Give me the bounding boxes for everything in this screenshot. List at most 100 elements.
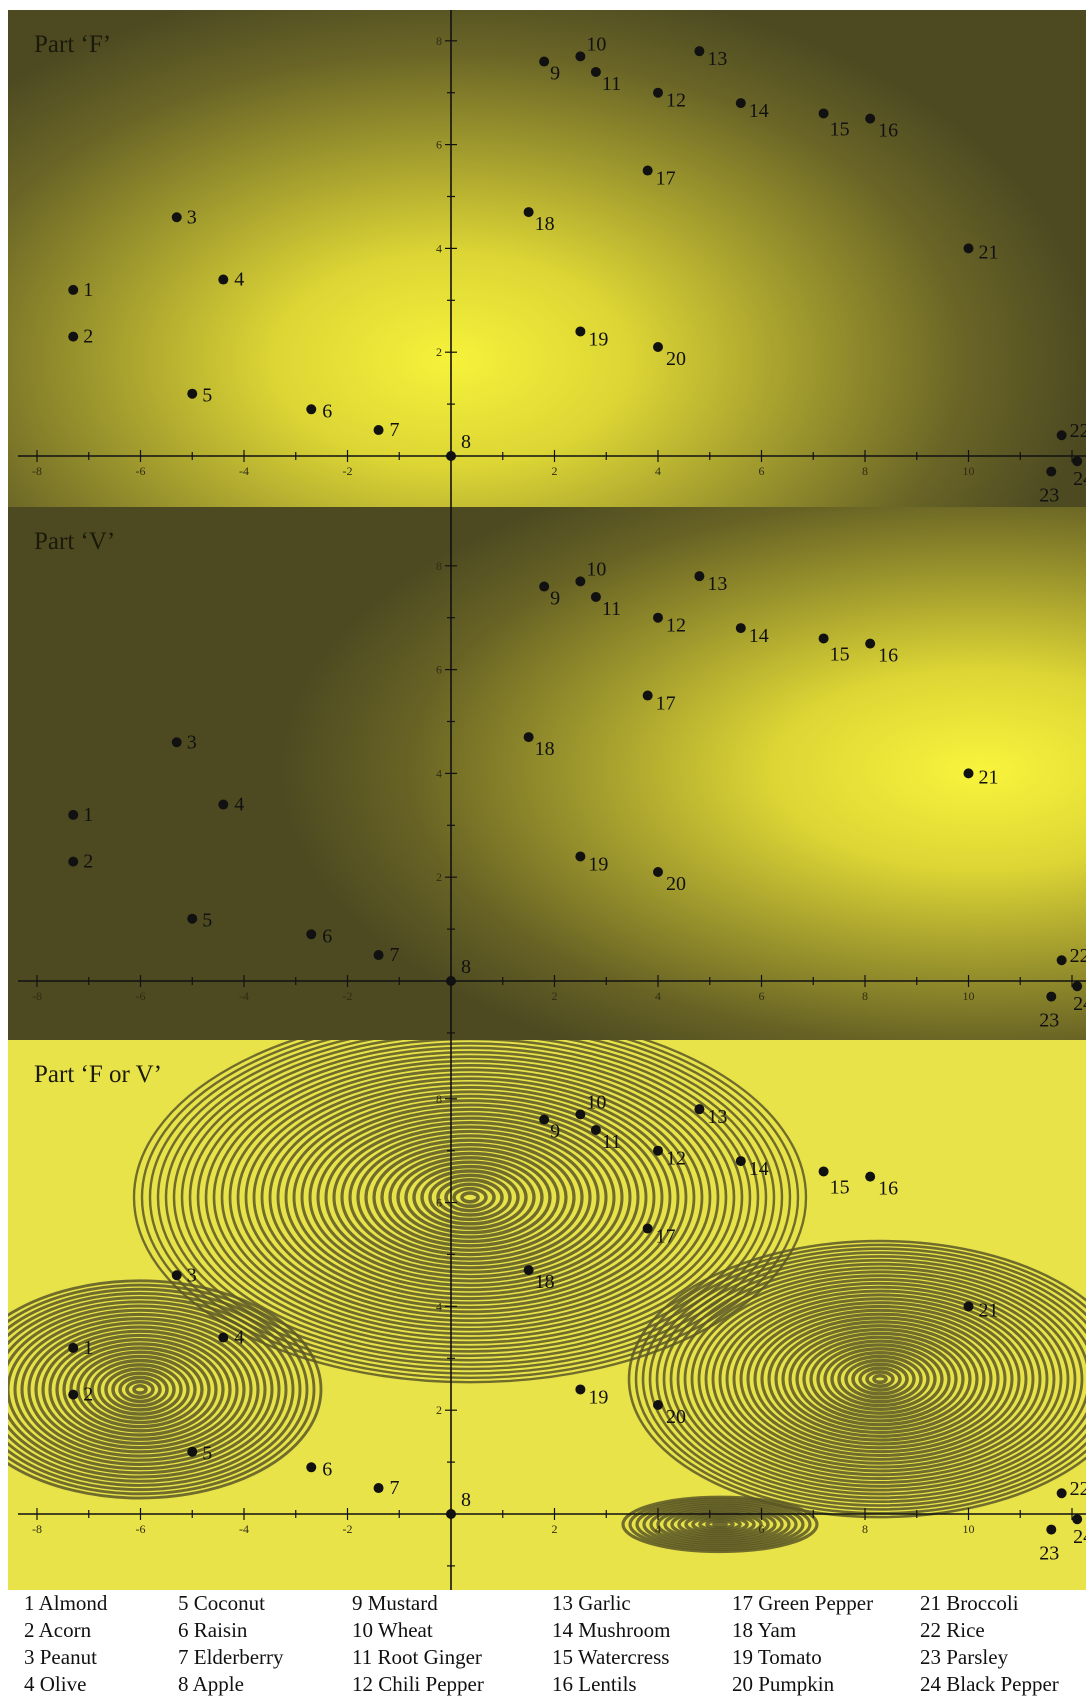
data-point-17 [642, 165, 653, 176]
point-label-2: 2 [83, 851, 93, 873]
panel-title: Part ‘F or V’ [34, 1061, 162, 1088]
legend-item: 19 Tomato [732, 1644, 873, 1671]
point-label-24: 24 [1073, 993, 1086, 1015]
data-point-9 [539, 581, 550, 592]
point-label-15: 15 [830, 1176, 850, 1198]
point-label-1: 1 [83, 1337, 93, 1359]
point-label-6: 6 [322, 925, 332, 947]
point-label-22: 22 [1070, 945, 1086, 967]
point-label-21: 21 [979, 766, 999, 788]
legend-name: Acorn [38, 1618, 92, 1642]
legend-name: Tomato [757, 1645, 822, 1669]
legend-number: 9 [352, 1591, 363, 1615]
legend-item: 1 Almond [24, 1590, 107, 1617]
legend-name: Wheat [377, 1618, 433, 1642]
point-label-9: 9 [550, 63, 560, 85]
point-label-23: 23 [1039, 485, 1059, 507]
point-label-22: 22 [1070, 420, 1086, 442]
data-point-22 [1056, 1488, 1067, 1499]
y-tick-label: 6 [436, 1196, 442, 1210]
x-tick-label: 10 [963, 1522, 975, 1536]
point-label-3: 3 [187, 206, 197, 228]
data-point-6 [306, 929, 317, 940]
data-point-14 [735, 98, 746, 109]
legend-item: 4 Olive [24, 1671, 107, 1698]
data-point-8 [446, 451, 456, 461]
data-point-19 [575, 326, 586, 337]
y-tick-label: 8 [436, 34, 442, 48]
legend-name: Pumpkin [758, 1672, 835, 1696]
data-point-24 [1072, 1514, 1083, 1525]
point-label-6: 6 [322, 400, 332, 422]
legend-column: 5 Coconut 6 Raisin 7 Elderberry 8 Apple [178, 1590, 284, 1698]
point-label-11: 11 [602, 73, 621, 95]
data-point-23 [1046, 466, 1057, 477]
data-point-20 [653, 867, 663, 878]
legend-column: 1 Almond 2 Acorn 3 Peanut 4 Olive [24, 1590, 107, 1698]
legend-number: 2 [24, 1618, 35, 1642]
data-point-4 [218, 799, 229, 810]
x-tick-label: -8 [32, 464, 42, 478]
x-tick-label: -4 [239, 464, 249, 478]
legend-number: 19 [732, 1645, 753, 1669]
data-point-2 [68, 1389, 79, 1400]
data-point-19 [575, 851, 586, 862]
y-tick-label: 6 [436, 138, 442, 152]
data-point-12 [653, 1145, 663, 1156]
x-tick-label: -8 [32, 1522, 42, 1536]
legend-item: 21 Broccoli [920, 1590, 1059, 1617]
point-label-24: 24 [1073, 468, 1086, 490]
legend-item: 15 Watercress [552, 1644, 670, 1671]
legend-name: Almond [38, 1591, 108, 1615]
data-point-4 [218, 274, 229, 285]
legend-name: Rice [946, 1618, 985, 1642]
legend-item: 23 Parsley [920, 1644, 1059, 1671]
legend-number: 8 [178, 1672, 189, 1696]
data-point-9 [539, 1114, 550, 1125]
point-label-4: 4 [234, 1327, 244, 1349]
x-tick-label: -6 [136, 464, 146, 478]
x-tick-label: 6 [759, 464, 765, 478]
legend-number: 22 [920, 1618, 941, 1642]
data-point-24 [1072, 456, 1083, 467]
data-point-22 [1056, 955, 1067, 966]
point-label-8: 8 [461, 431, 471, 453]
point-label-4: 4 [234, 794, 244, 816]
data-point-10 [575, 51, 586, 62]
point-label-10: 10 [586, 558, 606, 580]
data-point-20 [653, 1400, 663, 1411]
legend-item: 22 Rice [920, 1617, 1059, 1644]
legend-name: Elderberry [193, 1645, 284, 1669]
point-label-7: 7 [390, 419, 400, 441]
data-point-1 [68, 1342, 79, 1353]
point-label-12: 12 [666, 90, 686, 112]
legend-item: 9 Mustard [352, 1590, 484, 1617]
legend-number: 12 [352, 1672, 373, 1696]
legend-name: Chili Pepper [378, 1672, 484, 1696]
data-point-10 [575, 576, 586, 587]
legend-item: 5 Coconut [178, 1590, 284, 1617]
data-point-6 [306, 404, 317, 415]
data-point-16 [865, 113, 876, 124]
legend-name: Black Pepper [946, 1672, 1059, 1696]
data-point-1 [68, 284, 79, 295]
data-point-2 [68, 856, 79, 867]
legend-number: 15 [552, 1645, 573, 1669]
data-point-11 [590, 66, 601, 77]
data-point-19 [575, 1384, 586, 1395]
x-tick-label: 8 [862, 989, 868, 1003]
x-tick-label: 10 [963, 989, 975, 1003]
point-label-14: 14 [749, 1158, 769, 1180]
point-label-5: 5 [202, 1443, 212, 1465]
data-point-18 [523, 207, 534, 218]
data-point-12 [653, 87, 663, 98]
legend-name: Parsley [946, 1645, 1009, 1669]
legend-name: Watercress [577, 1645, 670, 1669]
data-point-3 [171, 212, 182, 223]
point-label-2: 2 [83, 1384, 93, 1406]
point-label-12: 12 [666, 1148, 686, 1170]
data-point-5 [187, 1446, 198, 1457]
point-label-1: 1 [83, 279, 93, 301]
